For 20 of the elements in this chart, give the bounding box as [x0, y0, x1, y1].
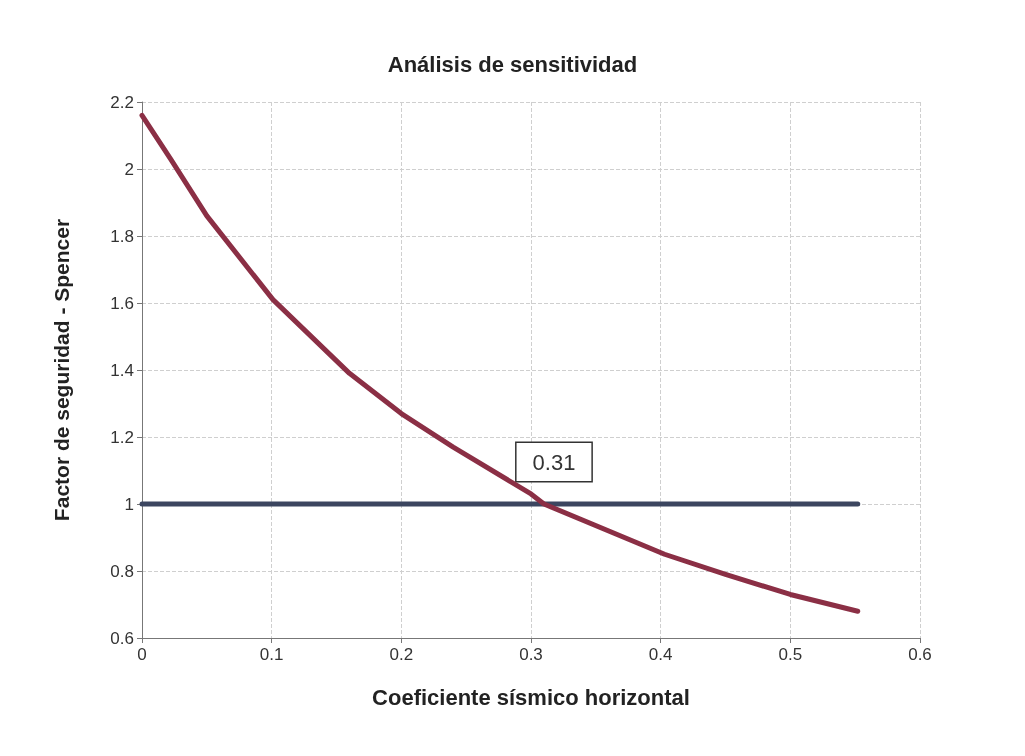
x-axis-title: Coeficiente sísmico horizontal [372, 684, 690, 710]
y-tick-label: 2 [124, 159, 134, 179]
x-tick-label: 0.5 [778, 645, 803, 664]
x-tick-label: 0 [137, 645, 147, 664]
annotation: 0.31 [532, 449, 576, 475]
x-tick-label: 0.6 [908, 645, 932, 664]
x-tick-label: 0.4 [648, 645, 673, 664]
y-tick-label: 0.6 [110, 628, 134, 648]
y-tick-label: 1.6 [110, 293, 134, 313]
chart-title: Análisis de sensitividad [387, 51, 638, 77]
y-tick-label: 0.8 [110, 561, 134, 581]
y-tick-label: 2.2 [110, 92, 134, 112]
y-tick-label: 1 [124, 494, 134, 514]
y-tick-label: 1.2 [110, 427, 134, 447]
y-tick-label: 1.8 [110, 226, 134, 246]
y-tick-label: 1.4 [110, 360, 134, 380]
x-tick-label: 0.1 [259, 645, 284, 664]
y-axis-title: Factor de seguridad - Spencer [50, 218, 73, 522]
x-tick-label: 0.3 [519, 645, 543, 664]
x-tick-label: 0.2 [389, 645, 414, 664]
